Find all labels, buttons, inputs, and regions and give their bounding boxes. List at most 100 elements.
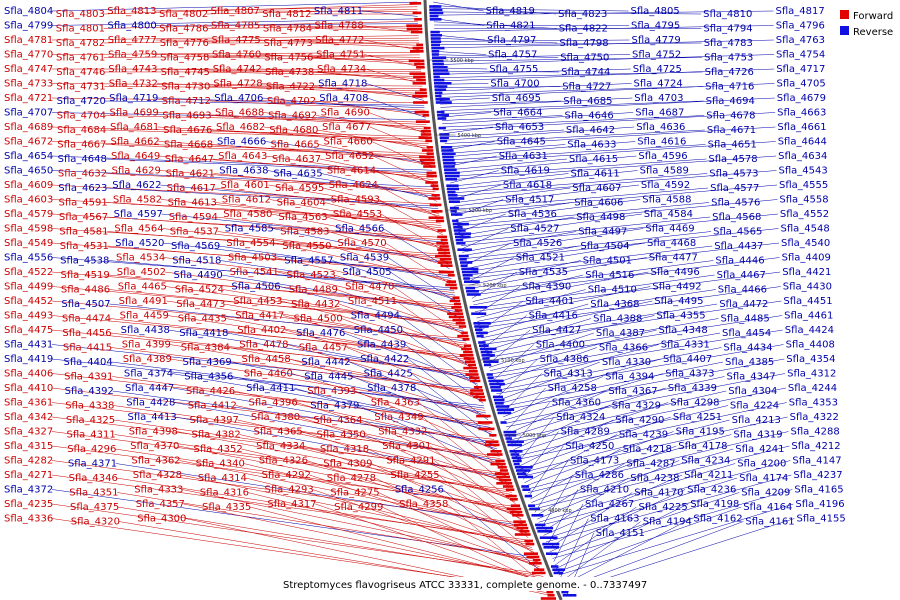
gene-label[interactable]: Sfla_4469 [645,224,694,235]
gene-label[interactable]: Sfla_4733 [4,79,53,90]
gene-label[interactable]: Sfla_4796 [776,21,825,32]
gene-label[interactable]: Sfla_4504 [580,241,629,252]
gene-label[interactable]: Sfla_4437 [714,241,763,252]
gene-label[interactable]: Sfla_4731 [56,82,105,93]
gene-label[interactable]: Sfla_4637 [272,154,321,165]
gene-label[interactable]: Sfla_4518 [172,256,221,267]
gene-label[interactable]: Sfla_4399 [122,340,171,351]
gene-label[interactable]: Sfla_4615 [569,154,618,165]
gene-label[interactable]: Sfla_4461 [784,311,833,322]
gene-label[interactable]: Sfla_4727 [562,82,611,93]
gene-label[interactable]: Sfla_4342 [4,412,53,423]
gene-label[interactable]: Sfla_4521 [516,253,565,264]
gene-label[interactable]: Sfla_4404 [64,357,113,368]
gene-label[interactable]: Sfla_4548 [781,224,830,235]
gene-label[interactable]: Sfla_4287 [626,459,675,470]
gene-label[interactable]: Sfla_4589 [640,166,689,177]
gene-label[interactable]: Sfla_4372 [4,485,53,496]
gene-label[interactable]: Sfla_4428 [126,398,175,409]
gene-label[interactable]: Sfla_4325 [66,415,115,426]
gene-label[interactable]: Sfla_4271 [4,470,53,481]
gene-label[interactable]: Sfla_4432 [291,299,340,310]
gene-label[interactable]: Sfla_4614 [327,166,376,177]
gene-label[interactable]: Sfla_4490 [174,270,223,281]
gene-label[interactable]: Sfla_4811 [314,6,363,17]
gene-label[interactable]: Sfla_4311 [67,430,116,441]
gene-label[interactable]: Sfla_4643 [218,151,267,162]
gene-label[interactable]: Sfla_4301 [382,441,431,452]
gene-label[interactable]: Sfla_4326 [259,456,308,467]
gene-label[interactable]: Sfla_4289 [561,427,610,438]
gene-label[interactable]: Sfla_4690 [321,108,370,119]
gene-label[interactable]: Sfla_4347 [727,372,776,383]
gene-label[interactable]: Sfla_4700 [490,79,539,90]
gene-label[interactable]: Sfla_4370 [130,441,179,452]
gene-label[interactable]: Sfla_4258 [548,383,597,394]
gene-label[interactable]: Sfla_4393 [307,386,356,397]
gene-label[interactable]: Sfla_4666 [217,137,266,148]
gene-label[interactable]: Sfla_4392 [65,386,114,397]
gene-label[interactable]: Sfla_4350 [317,430,366,441]
gene-label[interactable]: Sfla_4236 [687,485,736,496]
gene-label[interactable]: Sfla_4174 [739,473,788,484]
gene-label[interactable]: Sfla_4671 [707,125,756,136]
gene-label[interactable]: Sfla_4165 [794,485,843,496]
gene-label[interactable]: Sfla_4453 [233,296,282,307]
gene-label[interactable]: Sfla_4209 [741,488,790,499]
gene-label[interactable]: Sfla_4329 [612,401,661,412]
gene-label[interactable]: Sfla_4346 [69,473,118,484]
gene-label[interactable]: Sfla_4746 [56,67,105,78]
gene-label[interactable]: Sfla_4375 [70,502,119,513]
gene-label[interactable]: Sfla_4330 [602,357,651,368]
gene-label[interactable]: Sfla_4391 [64,372,113,383]
gene-label[interactable]: Sfla_4418 [179,328,228,339]
gene-label[interactable]: Sfla_4210 [580,485,629,496]
gene-label[interactable]: Sfla_4536 [508,209,557,220]
gene-label[interactable]: Sfla_4585 [225,224,274,235]
gene-label[interactable]: Sfla_4757 [488,50,537,61]
gene-label[interactable]: Sfla_4255 [390,470,439,481]
gene-label[interactable]: Sfla_4537 [170,227,219,238]
gene-label[interactable]: Sfla_4554 [226,238,275,249]
gene-label[interactable]: Sfla_4588 [642,195,691,206]
gene-label[interactable]: Sfla_4451 [783,296,832,307]
gene-label[interactable]: Sfla_4293 [265,485,314,496]
gene-label[interactable]: Sfla_4155 [797,514,846,525]
gene-label[interactable]: Sfla_4389 [123,354,172,365]
gene-label[interactable]: Sfla_4486 [61,285,110,296]
gene-label[interactable]: Sfla_4535 [519,267,568,278]
gene-label[interactable]: Sfla_4573 [709,169,758,180]
gene-label[interactable]: Sfla_4667 [57,140,106,151]
gene-label[interactable]: Sfla_4597 [114,209,163,220]
gene-label[interactable]: Sfla_4456 [62,328,111,339]
gene-label[interactable]: Sfla_4147 [792,456,841,467]
gene-label[interactable]: Sfla_4473 [176,299,225,310]
gene-label[interactable]: Sfla_4526 [513,238,562,249]
gene-label[interactable]: Sfla_4340 [196,459,245,470]
gene-label[interactable]: Sfla_4684 [57,125,106,136]
gene-label[interactable]: Sfla_4581 [59,227,108,238]
gene-label[interactable]: Sfla_4783 [704,38,753,49]
gene-label[interactable]: Sfla_4500 [294,314,343,325]
gene-label[interactable]: Sfla_4465 [118,282,167,293]
gene-label[interactable]: Sfla_4335 [202,502,251,513]
gene-label[interactable]: Sfla_4777 [108,35,157,46]
gene-label[interactable]: Sfla_4338 [65,401,114,412]
gene-label[interactable]: Sfla_4699 [110,108,159,119]
gene-label[interactable]: Sfla_4672 [4,137,53,148]
gene-label[interactable]: Sfla_4695 [492,93,541,104]
gene-label[interactable]: Sfla_4681 [110,122,159,133]
gene-label[interactable]: Sfla_4616 [637,137,686,148]
gene-label[interactable]: Sfla_4348 [659,325,708,336]
gene-label[interactable]: Sfla_4496 [651,267,700,278]
gene-label[interactable]: Sfla_4416 [529,311,578,322]
gene-label[interactable]: Sfla_4466 [718,285,767,296]
gene-label[interactable]: Sfla_4357 [136,499,185,510]
gene-label[interactable]: Sfla_4239 [619,430,668,441]
gene-label[interactable]: Sfla_4621 [166,169,215,180]
gene-label[interactable]: Sfla_4450 [354,325,403,336]
gene-label[interactable]: Sfla_4786 [159,24,208,35]
gene-label[interactable]: Sfla_4164 [743,502,792,513]
gene-label[interactable]: Sfla_4802 [159,9,208,20]
gene-label[interactable]: Sfla_4759 [108,50,157,61]
